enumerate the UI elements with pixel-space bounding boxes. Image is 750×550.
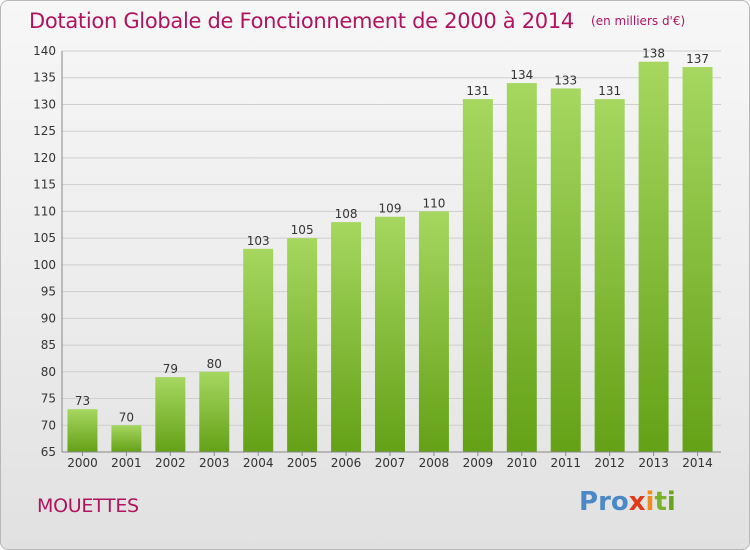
x-tick-label: 2008 [419,456,450,470]
bar [594,99,625,453]
bar [155,377,186,452]
y-tick-label: 90 [41,311,56,325]
x-tick-label: 2010 [507,456,538,470]
bar-value-label: 137 [686,52,709,66]
logo-letter: t [654,487,667,517]
bar-value-label: 109 [379,202,402,216]
x-tick-label: 2012 [594,456,625,470]
bar-value-label: 70 [119,410,134,424]
bar-value-label: 80 [207,357,222,371]
bar-value-label: 133 [554,73,577,87]
bar [375,216,405,452]
logo-letter: P [579,487,599,517]
x-tick-label: 2009 [463,456,494,470]
x-tick-label: 2014 [682,456,713,470]
bar-value-label: 73 [75,394,90,408]
bar [331,222,362,452]
x-tick-label: 2007 [375,456,406,470]
bar [682,67,713,452]
axes: 65 70 75 80 85 90 95 100 105 110 115 120 125 130 135 14… [33,44,721,470]
x-tick-label: 2000 [67,456,98,470]
proxiti-logo: Proxiti [579,487,676,517]
y-tick-label: 75 [41,392,56,406]
y-tick-label: 80 [41,365,56,379]
x-tick-label: 2005 [287,456,318,470]
bar-value-label: 105 [291,223,314,237]
y-tick-label: 130 [33,97,56,111]
y-tick-label: 85 [41,338,56,352]
chart-unit-label: (en milliers d'€) [591,14,686,28]
y-tick-label: 105 [33,231,56,245]
commune-name: MOUETTES [37,495,139,517]
bar [418,211,449,452]
x-tick-label: 2004 [243,456,274,470]
x-tick-label: 2001 [111,456,142,470]
logo-letter: o [610,487,629,517]
bar [506,83,537,452]
bar [287,238,318,452]
bar [550,88,581,452]
bar-value-label: 103 [247,234,270,248]
y-tick-label: 140 [33,44,56,58]
y-tick-label: 100 [33,258,56,272]
data-labels: 73 70 79 80 103 105 108 109 110 131 134 133 131 138 13… [75,47,709,425]
y-tick-label: 65 [41,445,56,459]
bar-value-label: 138 [642,47,665,61]
bar-value-label: 131 [598,84,621,98]
bar [67,409,98,452]
y-tick-label: 115 [33,178,56,192]
logo-letter: r [598,487,611,517]
logo-letter: i [666,487,676,517]
x-tick-label: 2003 [199,456,230,470]
bar-value-label: 110 [422,196,445,210]
chart-title-row: Dotation Globale de Fonctionnement de 20… [29,9,685,33]
x-tick-label: 2006 [331,456,362,470]
bars [67,61,713,453]
bar-value-label: 134 [510,68,533,82]
y-tick-label: 120 [33,151,56,165]
bar [638,61,669,453]
bar [462,99,493,453]
bar-value-label: 108 [335,207,358,221]
bar [111,425,142,452]
logo-letter: i [645,487,655,517]
chart-title: Dotation Globale de Fonctionnement de 20… [29,9,574,33]
bar-value-label: 131 [466,84,489,98]
y-tick-label: 70 [41,418,56,432]
bar [243,248,274,452]
x-tick-label: 2013 [638,456,669,470]
y-tick-label: 125 [33,124,56,138]
x-tick-label: 2002 [155,456,186,470]
y-tick-label: 95 [41,285,56,299]
x-tick-label: 2011 [550,456,581,470]
logo-letter: x [628,487,646,517]
bar-value-label: 79 [163,362,178,376]
bar [199,371,230,452]
y-tick-label: 135 [33,71,56,85]
y-tick-label: 110 [33,204,56,218]
